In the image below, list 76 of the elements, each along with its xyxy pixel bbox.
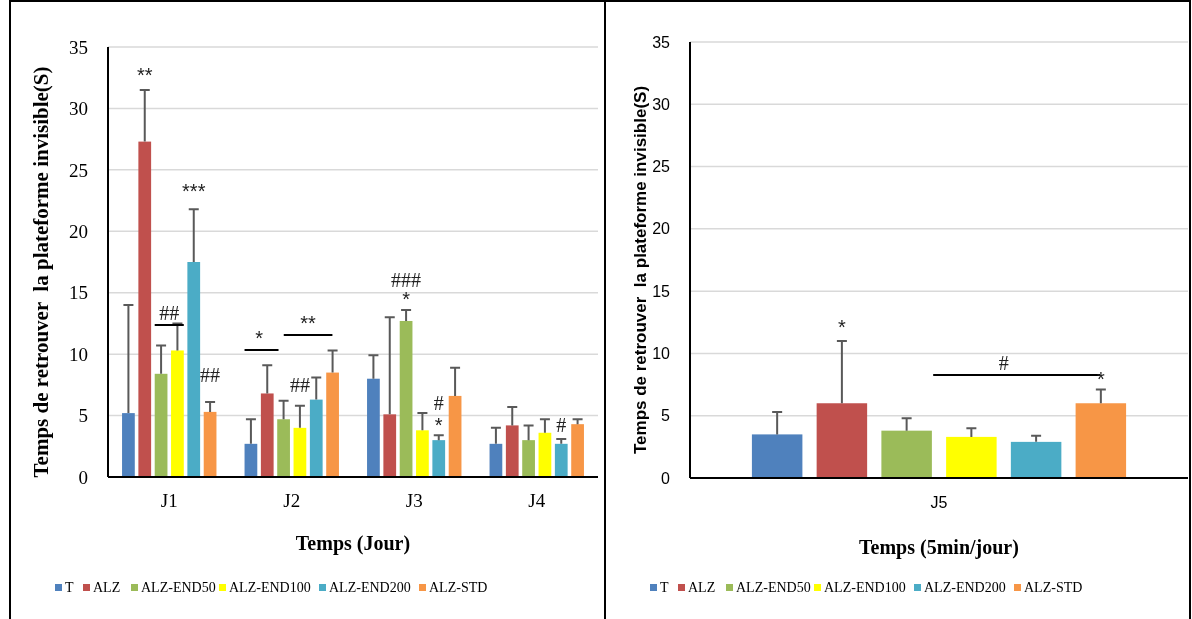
annotation: ###	[391, 269, 422, 291]
y-tick-label: 20	[652, 220, 671, 238]
bar	[554, 443, 568, 477]
legend-label: ALZ	[688, 580, 716, 595]
annotation: #	[433, 392, 444, 414]
bar	[505, 425, 519, 477]
bar	[489, 443, 503, 477]
y-tick-label: 20	[69, 220, 88, 242]
annotation: **	[136, 64, 153, 86]
y-tick-label: 15	[69, 282, 88, 304]
bar	[309, 399, 323, 477]
bar	[432, 440, 446, 477]
x-tick-label: J4	[528, 490, 546, 511]
x-tick-label: J1	[160, 490, 178, 511]
annotation: ##	[159, 302, 180, 324]
bar	[522, 440, 535, 477]
x-tick-label: J5	[930, 494, 948, 511]
annotation: #	[556, 414, 567, 436]
x-tick-label: J3	[405, 490, 423, 511]
bar	[171, 350, 184, 477]
y-tick-label: 35	[652, 33, 671, 51]
annotation: *	[255, 327, 264, 349]
legend-label: ALZ-END50	[141, 580, 216, 595]
bar	[203, 411, 217, 477]
annotation: **	[300, 312, 317, 334]
legend-label: ALZ-END200	[924, 580, 1006, 595]
bar	[293, 427, 307, 477]
bar	[260, 393, 274, 477]
bar	[154, 373, 168, 477]
bar	[367, 378, 380, 477]
bar	[277, 419, 290, 477]
bar	[399, 320, 413, 477]
y-tick-label: 15	[652, 282, 671, 300]
y-tick-label: 30	[652, 95, 671, 113]
bar	[122, 413, 135, 477]
annotation: ##	[289, 374, 310, 396]
annotation: *	[1096, 368, 1105, 390]
y-tick-label: 10	[652, 345, 671, 363]
bar	[448, 395, 462, 477]
y-axis-title: Temps de retrouver la plateforme invisible(S)	[29, 66, 53, 478]
x-tick-label: J2	[283, 490, 301, 511]
legend-label: ALZ-END100	[824, 580, 906, 595]
bar	[244, 443, 258, 477]
bar	[383, 414, 397, 477]
y-tick-label: 0	[661, 469, 671, 487]
y-tick-label: 5	[78, 405, 88, 427]
y-tick-label: 30	[69, 98, 88, 120]
y-tick-label: 5	[661, 407, 671, 425]
y-tick-label: 25	[69, 159, 88, 181]
annotation: *	[402, 288, 411, 310]
bar	[416, 430, 429, 477]
bar	[187, 262, 201, 477]
annotation: ##	[200, 364, 221, 386]
legend-label: ALZ	[93, 580, 121, 595]
legend-label: ALZ-END100	[229, 580, 311, 595]
x-axis-title: Temps (Jour)	[295, 532, 411, 555]
bar	[138, 141, 152, 477]
y-tick-label: 0	[78, 466, 88, 488]
annotation: *	[434, 414, 443, 436]
annotation: *	[837, 316, 846, 338]
bar	[326, 372, 339, 477]
legend-label: T	[660, 580, 669, 595]
annotation: #	[998, 352, 1009, 374]
legend-label: ALZ-STD	[1024, 580, 1083, 595]
bar	[571, 424, 584, 477]
y-tick-label: 10	[69, 343, 88, 365]
legend-label: ALZ-END50	[736, 580, 811, 595]
legend-label: ALZ-END200	[329, 580, 411, 595]
x-axis-title: Temps (5min/jour)	[859, 536, 1019, 559]
annotation: ***	[182, 180, 206, 202]
legend-label: ALZ-STD	[429, 580, 488, 595]
y-axis-title: Temps de retrouver la plateforme invisible(S)	[631, 85, 650, 455]
bar	[538, 432, 552, 477]
y-tick-label: 35	[69, 36, 88, 58]
y-tick-label: 25	[652, 158, 671, 176]
legend-label: T	[65, 580, 74, 595]
